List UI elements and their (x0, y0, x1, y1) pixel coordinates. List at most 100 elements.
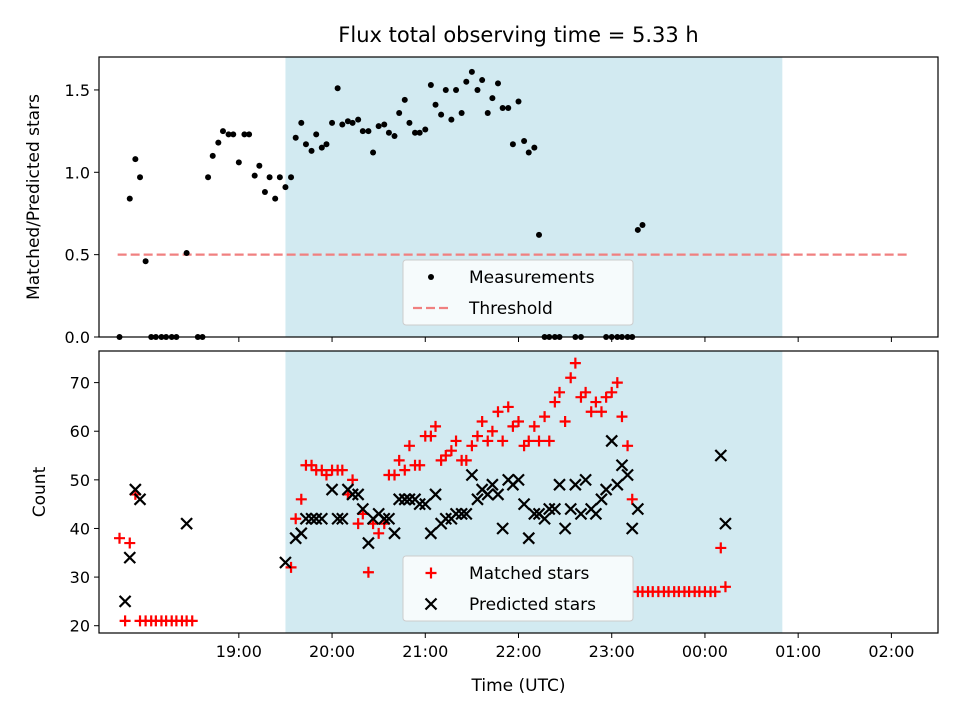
matched-star-point (559, 416, 571, 427)
matched-star-point (119, 615, 131, 627)
predicted-star-point (605, 434, 618, 448)
predicted-star-point (449, 507, 463, 521)
matched-star-point (626, 493, 638, 505)
matched-star-point (565, 372, 577, 384)
matched-star-point (403, 440, 415, 452)
matched-star-point (585, 406, 597, 418)
predicted-star-point (392, 493, 406, 506)
x-tick-label: 02:00 (868, 642, 914, 661)
measurement-point (209, 152, 216, 159)
measurement-point (416, 129, 423, 136)
y-tick-label: 60 (70, 422, 90, 441)
measurement-point (235, 159, 242, 166)
matched-star-point (482, 435, 494, 447)
measurement-point (468, 68, 475, 75)
measurement-point (412, 129, 419, 136)
chart-title: Flux total observing time = 5.33 h (338, 23, 698, 47)
measurement-point (401, 96, 408, 103)
measurement-point (329, 119, 336, 126)
predicted-star-point (579, 473, 592, 487)
predicted-star-point (419, 497, 432, 511)
x-tick-label: 01:00 (775, 642, 821, 661)
bottom-y-axis-label: Count (30, 466, 50, 517)
matched-star-point (460, 454, 472, 466)
measurement-point (318, 144, 325, 151)
measurement-point (521, 138, 528, 144)
predicted-star-point (595, 493, 608, 506)
predicted-star-point (429, 488, 442, 501)
predicted-star-point (133, 493, 147, 506)
matched-star-point (471, 430, 483, 442)
measurement-point (276, 174, 283, 181)
measurement-point (132, 156, 139, 163)
predicted-star-point (569, 478, 582, 491)
measurement-point (427, 82, 434, 88)
measurement-point (266, 174, 273, 181)
y-tick-label: 0.5 (65, 246, 90, 265)
measurement-point (509, 141, 516, 148)
measurement-point (205, 174, 212, 181)
predicted-star-point (599, 483, 613, 496)
predicted-star-point (522, 531, 536, 545)
bottom-axes-frame (98, 350, 939, 634)
measurement-point (142, 258, 149, 265)
matched-star-point (476, 416, 488, 427)
y-tick-label: 40 (70, 519, 90, 538)
predicted-star-point (542, 502, 556, 516)
predicted-star-point (305, 512, 318, 526)
predicted-star-point (538, 512, 551, 526)
legend-box (402, 555, 634, 622)
matched-star-point (543, 435, 555, 447)
predicted-star-point (331, 512, 344, 526)
measurement-point (442, 86, 449, 93)
measurement-point (365, 128, 372, 135)
measurement-point (126, 195, 133, 202)
predicted-star-point (625, 522, 639, 535)
measurement-point (298, 119, 305, 126)
matched-star-point (554, 386, 566, 398)
matched-star-point (595, 406, 607, 418)
measurement-point (344, 118, 351, 125)
measurement-point (370, 149, 377, 156)
predicted-star-point (129, 483, 142, 496)
measurement-point (137, 174, 144, 181)
matched-star-point (320, 469, 332, 481)
matched-star-point (389, 469, 401, 481)
predicted-star-point (299, 512, 313, 526)
predicted-star-point (714, 449, 728, 462)
matched-star-point (124, 537, 136, 549)
y-tick-label: 0.0 (65, 328, 90, 347)
predicted-star-point (382, 512, 396, 526)
predicted-star-point (574, 507, 588, 521)
predicted-star-point (351, 488, 365, 501)
matched-star-point (430, 420, 442, 432)
matched-star-point (715, 542, 727, 554)
legend-label: Predicted stars (469, 595, 596, 615)
predicted-star-point (439, 512, 453, 526)
measurement-point (359, 128, 366, 135)
predicted-star-point (279, 556, 292, 569)
predicted-star-point (413, 497, 426, 511)
predicted-star-point (517, 497, 531, 511)
predicted-star-point (362, 536, 375, 550)
measurement-point (525, 149, 532, 156)
matched-star-point (590, 396, 602, 408)
measurement-point (391, 133, 398, 140)
predicted-star-point (621, 468, 634, 482)
measurement-point (230, 131, 237, 138)
predicted-star-point (460, 507, 473, 521)
measurement-point (215, 139, 222, 146)
y-tick-label: 70 (70, 374, 90, 393)
matched-star-point (352, 518, 364, 530)
measurement-point (385, 129, 392, 136)
matched-star-point (486, 425, 498, 437)
legend-measurement-marker (428, 274, 434, 280)
x-tick-label: 22:00 (495, 642, 541, 661)
predicted-star-point (123, 551, 137, 564)
measurement-point (355, 116, 362, 123)
measurement-point (375, 123, 382, 130)
matched-star-point (616, 411, 628, 423)
measurement-point (463, 78, 470, 85)
predicted-star-point (398, 493, 412, 506)
x-tick-label: 19:00 (216, 642, 262, 661)
